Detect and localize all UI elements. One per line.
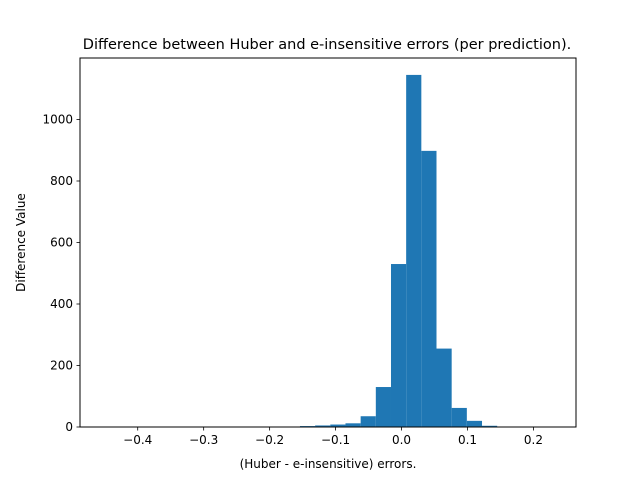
histogram-bar [466, 420, 483, 427]
x-tick-label: −0.4 [123, 433, 152, 447]
y-tick-label: 1000 [42, 113, 73, 127]
bars-group [102, 74, 558, 428]
histogram-bar [345, 423, 361, 427]
histogram-bar [421, 150, 437, 428]
chart-title: Difference between Huber and e-insensiti… [83, 37, 571, 53]
histogram-bar [436, 348, 452, 427]
histogram-bar [482, 425, 498, 427]
y-tick-label: 200 [50, 359, 73, 373]
x-tick-label: −0.1 [321, 433, 350, 447]
y-axis: 0 200 400 600 800 1000 [42, 113, 80, 434]
histogram-bar [330, 424, 346, 427]
x-axis: −0.4 −0.3 −0.2 −0.1 0.0 0.1 0.2 [123, 427, 543, 447]
histogram-bar [390, 264, 407, 427]
x-axis-label: (Huber - e-insensitive) errors. [240, 457, 417, 471]
histogram-bar [375, 387, 391, 427]
y-tick-label: 400 [50, 297, 73, 311]
histogram-bar [451, 407, 467, 427]
plot-frame [79, 57, 577, 428]
y-tick-label: 0 [65, 420, 73, 434]
histogram-bar [315, 425, 331, 427]
x-tick-label: 0.0 [392, 433, 411, 447]
x-tick-label: 0.1 [458, 433, 477, 447]
x-tick-label: 0.2 [524, 433, 543, 447]
x-tick-label: −0.3 [189, 433, 218, 447]
y-tick-label: 600 [50, 236, 73, 250]
histogram-bar [406, 74, 422, 427]
y-axis-label: Difference Value [14, 193, 28, 292]
y-tick-label: 800 [50, 174, 73, 188]
histogram-bar [360, 416, 376, 427]
x-tick-label: −0.2 [255, 433, 284, 447]
